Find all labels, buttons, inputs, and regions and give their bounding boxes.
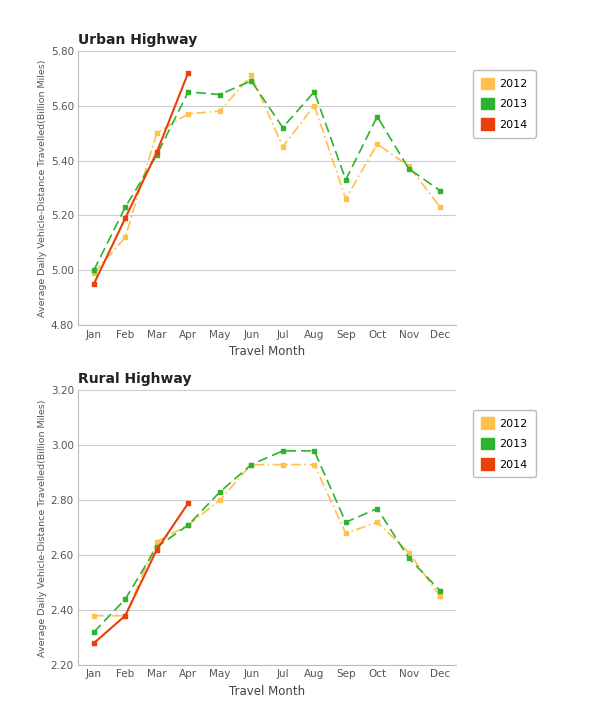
Text: Rural Highway: Rural Highway (78, 372, 191, 387)
Text: Urban Highway: Urban Highway (78, 33, 197, 47)
Legend: 2012, 2013, 2014: 2012, 2013, 2014 (473, 70, 536, 137)
Y-axis label: Average Daily Vehicle-Distance Travelled(Billion Miles): Average Daily Vehicle-Distance Travelled… (38, 399, 47, 656)
Y-axis label: Average Daily Vehicle-Distance Travelled(Billion Miles): Average Daily Vehicle-Distance Travelled… (38, 59, 47, 317)
Legend: 2012, 2013, 2014: 2012, 2013, 2014 (473, 410, 536, 477)
X-axis label: Travel Month: Travel Month (229, 685, 305, 698)
X-axis label: Travel Month: Travel Month (229, 345, 305, 358)
